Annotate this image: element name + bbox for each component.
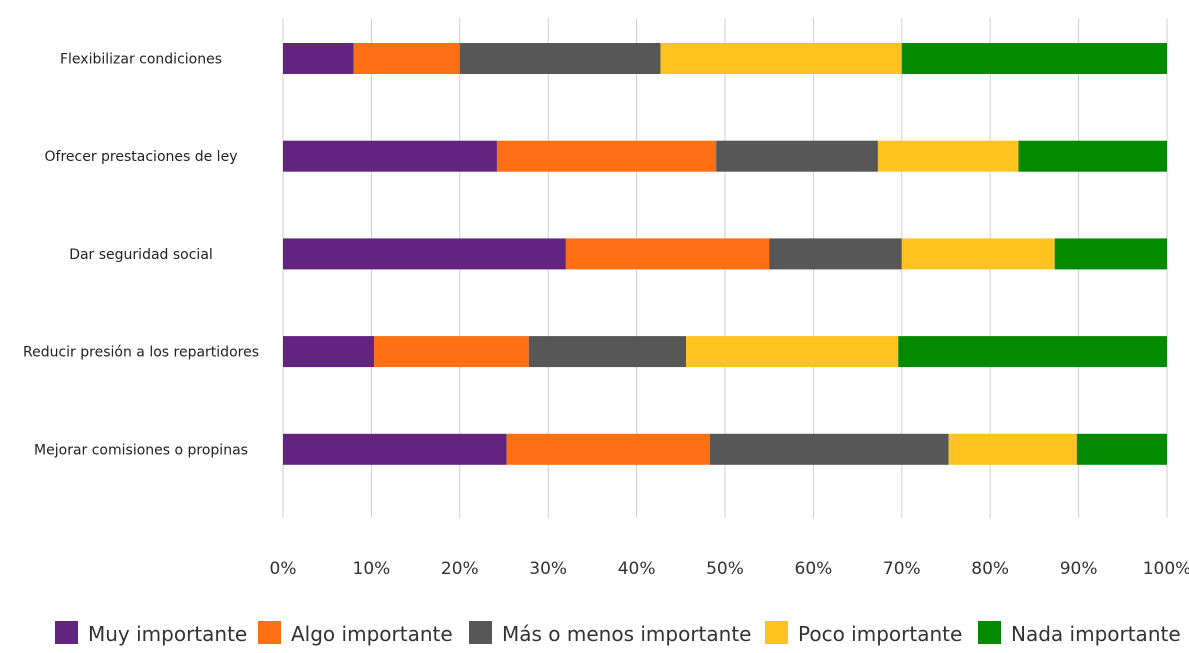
bar-segment: [769, 238, 902, 270]
bar-segment: [1076, 433, 1167, 465]
bar-segment: [898, 336, 1167, 368]
category-label: Ofrecer prestaciones de ley: [45, 149, 238, 165]
bar-segment: [1018, 140, 1167, 172]
bar-segment: [709, 433, 949, 465]
bar-segment: [948, 433, 1077, 465]
legend-label: Nada importante: [1011, 622, 1181, 646]
bar-segment: [283, 336, 375, 368]
bar-segment: [506, 433, 710, 465]
bar-segment: [716, 140, 878, 172]
category-label: Reducir presión a los repartidores: [23, 345, 259, 361]
x-tick-label: 50%: [706, 559, 744, 579]
category-label: Dar seguridad social: [69, 247, 213, 263]
category-labels: Flexibilizar condiciones Ofrecer prestaci…: [23, 52, 259, 459]
x-tick-label: 30%: [529, 559, 567, 579]
x-tick-label: 10%: [353, 559, 391, 579]
legend-label: Más o menos importante: [502, 622, 751, 646]
x-tick-label: 60%: [795, 559, 833, 579]
bar-segment: [660, 43, 902, 74]
legend-label: Poco importante: [798, 622, 962, 646]
bar-segment: [686, 336, 899, 368]
bar-segment: [283, 43, 354, 74]
x-tick-label: 40%: [618, 559, 656, 579]
x-tick-label: 0%: [270, 559, 297, 579]
bar-segment: [877, 140, 1019, 172]
legend-label: Algo importante: [291, 622, 453, 646]
legend-swatch: [55, 621, 78, 644]
bar-segment: [528, 336, 687, 368]
x-tick-label: 100%: [1143, 559, 1189, 579]
legend-swatch: [765, 621, 788, 644]
category-label: Flexibilizar condiciones: [60, 52, 222, 68]
bar-segment: [459, 43, 661, 74]
legend-swatch: [978, 621, 1001, 644]
bar-segment: [283, 433, 507, 465]
bar-segment: [901, 43, 1167, 74]
x-tick-labels: 0% 10% 20% 30% 40% 50% 60% 70% 80% 90% 100%: [270, 559, 1189, 579]
bar-segment: [565, 238, 770, 270]
x-tick-label: 70%: [883, 559, 921, 579]
bar-segment: [283, 140, 497, 172]
bar-segment: [496, 140, 717, 172]
bars: [283, 43, 1167, 465]
bar-segment: [353, 43, 460, 74]
legend-label: Muy importante: [88, 622, 247, 646]
legend-swatch: [258, 621, 281, 644]
bar-segment: [1054, 238, 1167, 270]
bar-segment: [901, 238, 1055, 270]
x-tick-label: 80%: [971, 559, 1009, 579]
category-label: Mejorar comisiones o propinas: [34, 442, 248, 458]
x-tick-label: 20%: [441, 559, 479, 579]
bar-segment: [374, 336, 529, 368]
bar-segment: [283, 238, 566, 270]
legend: Muy importante Algo importante Más o menos…: [55, 621, 1181, 646]
x-tick-label: 90%: [1060, 559, 1098, 579]
legend-swatch: [469, 621, 492, 644]
